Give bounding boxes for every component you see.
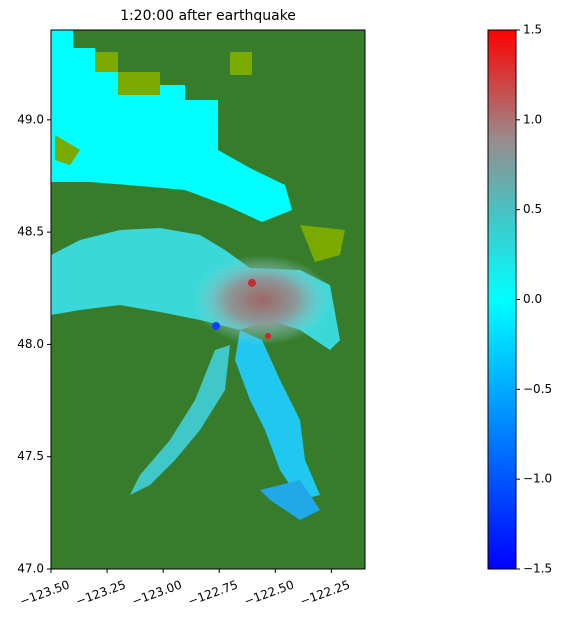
colorbar-tick-label: 1.0 bbox=[523, 112, 542, 126]
water bbox=[260, 480, 320, 520]
colorbar-tick-label: −1.0 bbox=[523, 472, 552, 486]
colorbar-tick-label: 0.0 bbox=[523, 292, 542, 306]
y-tick-label: 48.5 bbox=[17, 225, 44, 239]
colorbar-tick-label: −1.5 bbox=[523, 562, 552, 576]
land-high bbox=[55, 52, 345, 262]
y-tick-label: 48.0 bbox=[17, 337, 44, 351]
x-tick-label: −122.50 bbox=[242, 578, 296, 609]
x-tick-label: −122.75 bbox=[186, 578, 240, 609]
water bbox=[130, 345, 230, 495]
y-tick-label: 49.0 bbox=[17, 112, 44, 126]
x-tick-label: −123.50 bbox=[18, 578, 72, 609]
wave-peak bbox=[248, 279, 256, 287]
wave-trough bbox=[212, 322, 220, 330]
wave-peak bbox=[265, 333, 271, 339]
water bbox=[51, 30, 292, 222]
x-tick-label: −122.25 bbox=[298, 578, 352, 609]
x-tick-label: −123.25 bbox=[74, 578, 128, 609]
colorbar-tick-label: 0.5 bbox=[523, 202, 542, 216]
wave bbox=[192, 255, 332, 345]
colorbar-tick-label: 1.5 bbox=[523, 23, 542, 37]
colorbar bbox=[487, 29, 517, 570]
plot-frame bbox=[50, 29, 366, 570]
y-tick-label: 47.5 bbox=[17, 449, 44, 463]
colorbar-tick-label: −0.5 bbox=[523, 382, 552, 396]
water bbox=[235, 330, 320, 500]
map-raster bbox=[51, 30, 365, 569]
chart-title: 1:20:00 after earthquake bbox=[120, 8, 296, 24]
x-tick-label: −123.00 bbox=[130, 578, 184, 609]
y-tick-label: 47.0 bbox=[17, 562, 44, 576]
